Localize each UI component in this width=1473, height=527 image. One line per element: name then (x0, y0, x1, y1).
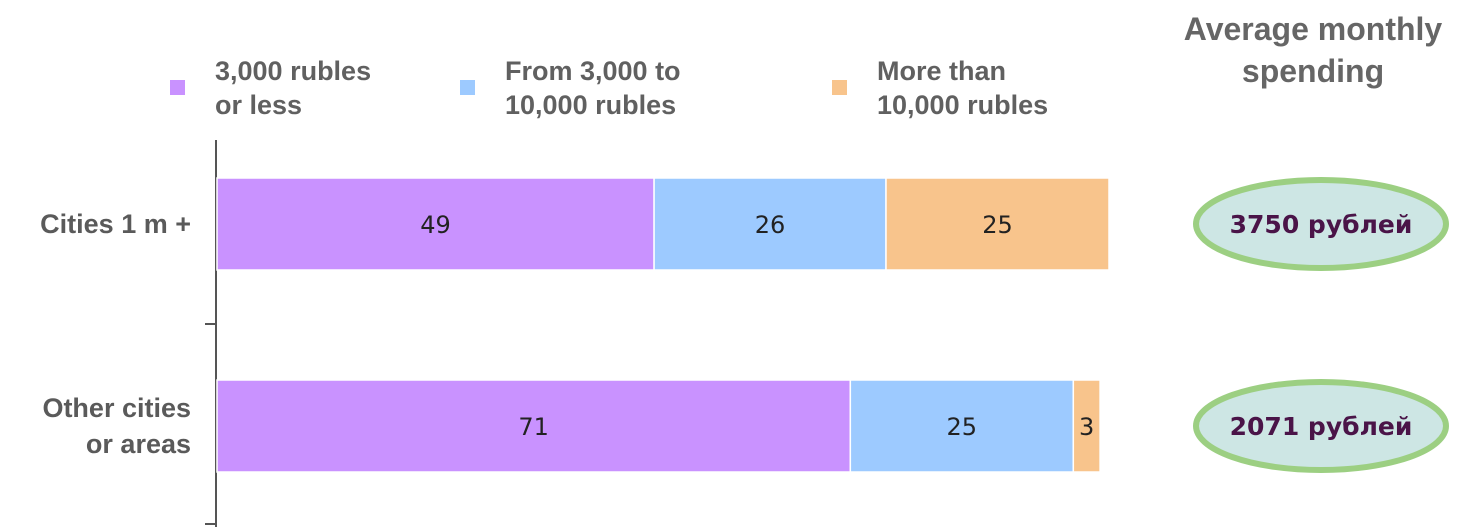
legend-label: 3,000 rubles or less (215, 56, 371, 120)
bars: 49 26 25 71 25 3 (216, 177, 1110, 473)
legend: 3,000 rubles or less From 3,000 to 10,000 r… (170, 56, 1048, 120)
average-ellipse (1193, 379, 1449, 473)
bar-segment (653, 177, 887, 271)
bar-value-label: 25 (947, 413, 978, 441)
text-line: 3,000 rubles (215, 56, 371, 86)
bar-value-label: 25 (982, 211, 1013, 239)
average-value: 2071 рублей (1230, 412, 1413, 441)
bar-segment (849, 379, 1075, 473)
legend-label: From 3,000 to 10,000 rubles (505, 56, 681, 120)
legend-swatch (170, 80, 185, 95)
y-axis (205, 140, 217, 527)
side-panel-title: Average monthly spending (1184, 11, 1443, 89)
text-line: or less (215, 90, 302, 120)
bar-value-label: 26 (755, 211, 786, 239)
category-labels: Cities 1 m + Other cities or areas (40, 209, 191, 459)
category-label: Other cities or areas (42, 393, 191, 459)
average-ellipse (1193, 177, 1449, 271)
bar-segment (885, 177, 1110, 271)
bar-value-label: 71 (518, 413, 549, 441)
text-line: 10,000 rubles (505, 90, 676, 120)
bar-value-label: 49 (420, 211, 451, 239)
text-line: or areas (86, 429, 191, 459)
average-value: 3750 рублей (1230, 210, 1413, 239)
legend-label: More than 10,000 rubles (877, 56, 1048, 120)
bar-segment (216, 379, 852, 473)
bar-segment (1072, 379, 1101, 473)
legend-swatch (460, 80, 475, 95)
bar-value-label: 3 (1079, 413, 1094, 441)
text-line: Cities 1 m + (40, 209, 191, 239)
text-line: Other cities (42, 393, 191, 423)
text-line: More than (877, 56, 1006, 86)
category-label: Cities 1 m + (40, 209, 191, 239)
average-spending-panel: Average monthly spending 3750 рублей 2071 р… (1184, 11, 1449, 473)
text-line: From 3,000 to (505, 56, 681, 86)
text-line: spending (1242, 53, 1384, 89)
text-line: 10,000 rubles (877, 90, 1048, 120)
text-line: Average monthly (1184, 11, 1443, 47)
legend-swatch (832, 80, 847, 95)
bar-segment (216, 177, 655, 271)
